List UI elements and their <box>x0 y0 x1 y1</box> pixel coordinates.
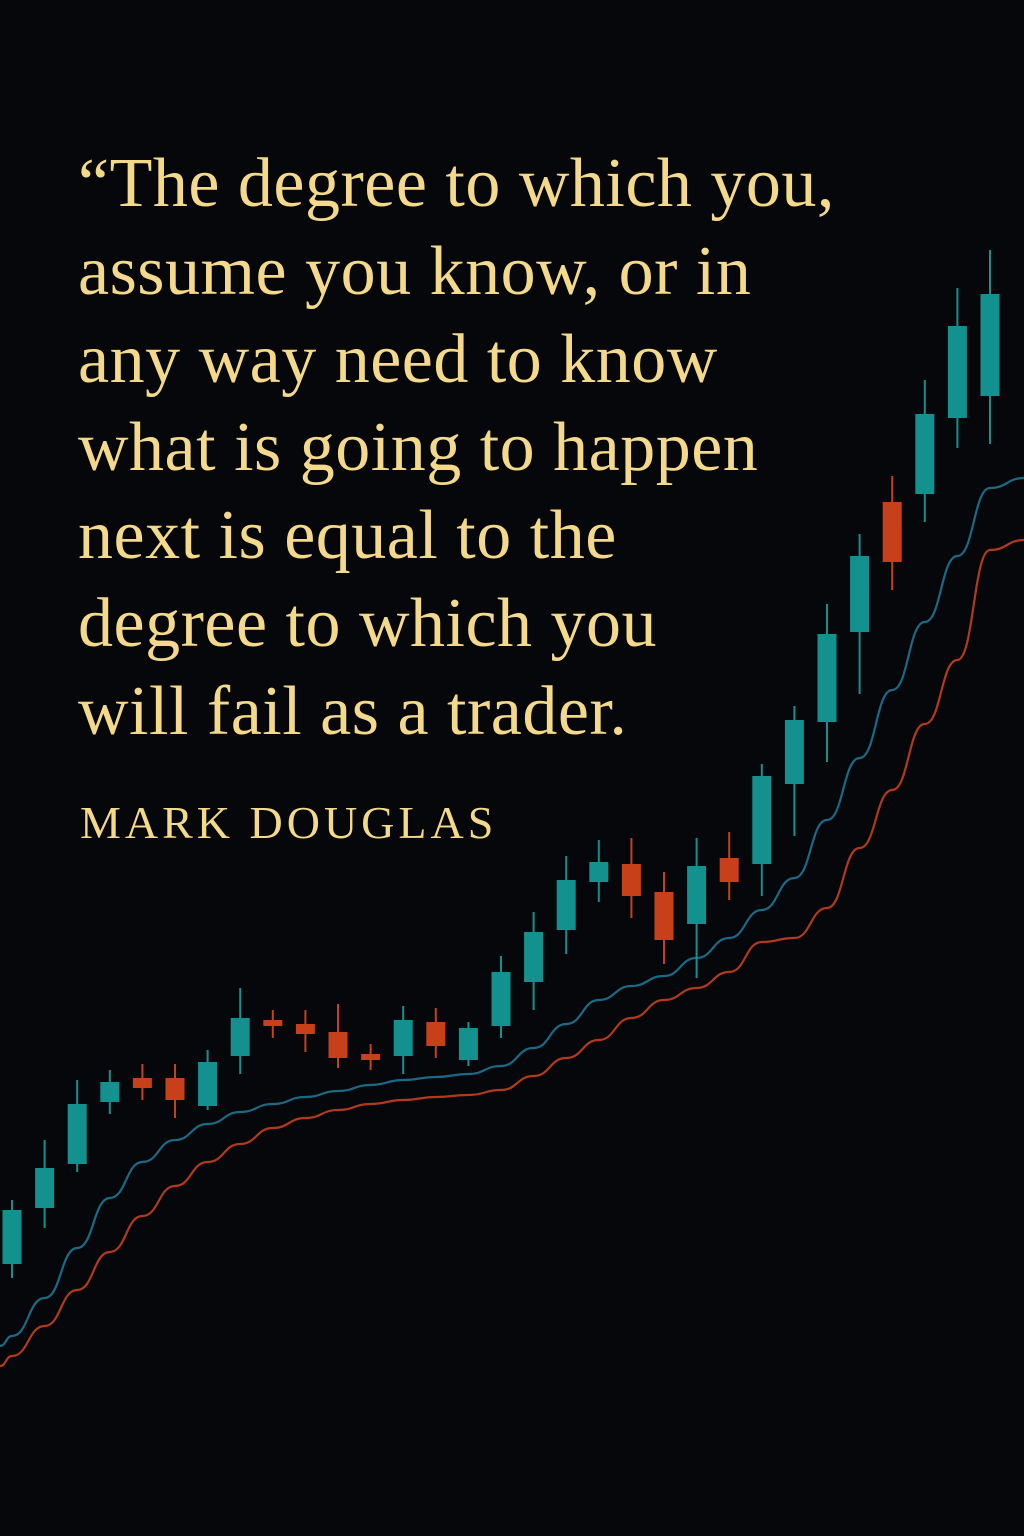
candle-body-down <box>719 858 739 882</box>
candle-body-up <box>784 720 804 784</box>
candle <box>295 1010 315 1052</box>
candle <box>361 1044 381 1070</box>
candle <box>524 912 544 1010</box>
candle-body-up <box>850 556 870 632</box>
candle <box>491 956 511 1038</box>
candle <box>132 1064 152 1100</box>
candle-body-down <box>426 1022 446 1046</box>
candle <box>263 1010 283 1038</box>
candle <box>915 380 935 522</box>
candle-body-down <box>132 1078 152 1088</box>
candle <box>426 1008 446 1058</box>
candle-body-down <box>621 864 641 896</box>
candle <box>328 1004 348 1068</box>
candle-body-up <box>393 1020 413 1056</box>
moving-average-fast <box>0 476 1024 1348</box>
candle <box>589 840 609 902</box>
candle <box>230 988 250 1074</box>
candle-body-up <box>491 972 511 1026</box>
candle <box>719 832 739 900</box>
candle-body-up <box>752 776 772 864</box>
candle <box>393 1006 413 1074</box>
candle-body-up <box>556 880 576 930</box>
moving-average-layer <box>0 476 1024 1368</box>
candle <box>752 764 772 896</box>
candle-body-down <box>882 502 902 562</box>
candle-body-up <box>980 294 1000 396</box>
quote-author: MARK DOUGLAS <box>80 797 498 848</box>
candle-body-up <box>67 1104 87 1164</box>
moving-average-slow <box>0 538 1024 1368</box>
candle-body-down <box>654 892 674 940</box>
candle-body-down <box>165 1078 185 1100</box>
candle-body-down <box>328 1032 348 1058</box>
quote-line-6: degree to which you <box>78 585 658 662</box>
candle <box>947 288 967 448</box>
candle-body-up <box>947 326 967 418</box>
candle-body-up <box>35 1168 55 1208</box>
candle <box>882 476 902 590</box>
candle <box>817 604 837 762</box>
candle-body-up <box>458 1028 478 1060</box>
candle-body-up <box>230 1018 250 1056</box>
candle-body-up <box>915 414 935 494</box>
quote-line-7: will fail as a trader. <box>78 673 628 750</box>
candle-layer <box>2 250 1000 1278</box>
candle-body-up <box>2 1210 22 1264</box>
candle <box>556 856 576 954</box>
candle-body-up <box>100 1082 120 1102</box>
candle-body-down <box>295 1024 315 1034</box>
candle <box>850 534 870 694</box>
quote-line-2: assume you know, or in <box>78 233 752 310</box>
quote-line-3: any way need to know <box>78 321 718 398</box>
candle <box>198 1050 218 1110</box>
candle <box>458 1022 478 1066</box>
quote-line-4: what is going to happen <box>78 409 759 486</box>
candle <box>2 1200 22 1278</box>
candle-body-down <box>263 1020 283 1026</box>
quote-line-5: next is equal to the <box>78 497 617 574</box>
candle-body-up <box>589 862 609 882</box>
candle <box>165 1064 185 1118</box>
candle <box>980 250 1000 444</box>
candle-body-down <box>361 1054 381 1060</box>
candle <box>784 706 804 836</box>
candle-body-up <box>687 866 707 924</box>
candle-body-up <box>524 932 544 982</box>
candle <box>67 1080 87 1172</box>
candle <box>621 838 641 918</box>
candle <box>100 1070 120 1114</box>
candle <box>687 838 707 978</box>
candle <box>654 872 674 964</box>
quote-block: “The degree to which you, assume you kno… <box>78 140 998 756</box>
candle <box>35 1140 55 1228</box>
quote-line-1: “The degree to which you, <box>78 145 835 222</box>
candle-body-up <box>198 1062 218 1106</box>
candle-body-up <box>817 634 837 722</box>
